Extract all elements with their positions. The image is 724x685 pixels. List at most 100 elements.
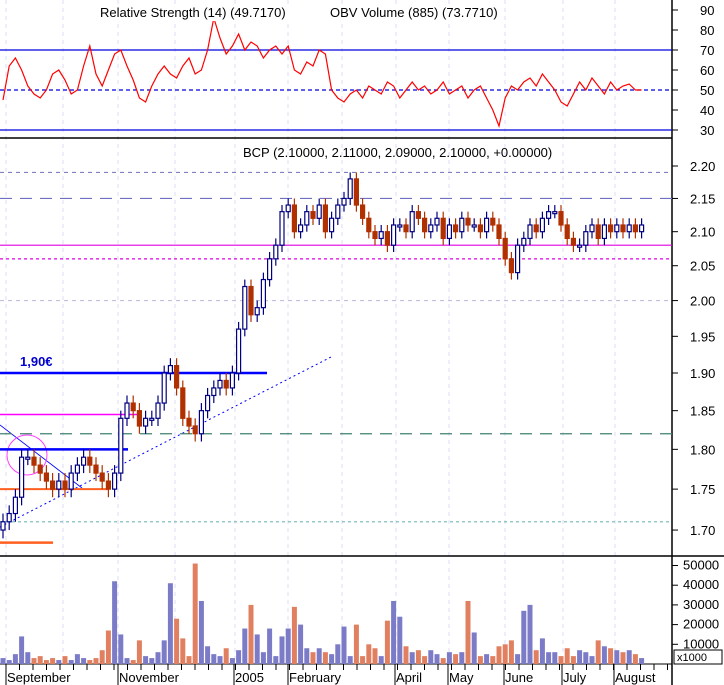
- price-bar-down: [360, 204, 366, 219]
- volume-bar: [422, 656, 428, 664]
- volume-bar: [595, 640, 601, 664]
- volume-bar: [229, 658, 235, 664]
- rsi-tick-label: 80: [700, 23, 714, 38]
- volume-unit-label: x1000: [677, 652, 707, 664]
- highlight-circle: [6, 434, 48, 476]
- volume-bar: [626, 650, 632, 664]
- price-bar-up: [167, 364, 173, 374]
- volume-bar: [484, 654, 490, 664]
- price-bar-up: [149, 417, 155, 421]
- price-bar-up: [378, 231, 384, 240]
- volume-bar: [353, 624, 359, 664]
- price-title: BCP (2.10000, 2.11000, 2.09000, 2.10000,…: [243, 145, 552, 160]
- volume-bar: [316, 648, 322, 664]
- price-bar-down: [632, 224, 639, 233]
- volume-bar: [552, 652, 558, 664]
- volume-bar: [533, 650, 539, 664]
- price-panel: 1.70 1.75 1.80 1.85 1.90 1.95 2.00 2.05 2.10 2.15…: [0, 145, 715, 544]
- price-bar-up: [409, 211, 415, 233]
- volume-bar: [25, 652, 31, 664]
- price-tick-label: 1.90: [690, 366, 715, 381]
- price-bar-down: [223, 379, 229, 389]
- volume-bar: [577, 650, 583, 664]
- volume-bar: [378, 656, 384, 664]
- volume-bar: [124, 658, 130, 664]
- price-tick-label: 2.10: [690, 225, 715, 240]
- price-tick-label: 1.75: [690, 482, 715, 497]
- price-bar-down: [37, 464, 43, 474]
- volume-bar: [465, 600, 471, 664]
- price-bar-down: [422, 217, 428, 233]
- volume-bar: [205, 646, 211, 664]
- volume-bar: [37, 656, 43, 664]
- volume-bar: [620, 652, 626, 664]
- volume-bar: [118, 634, 124, 664]
- volume-indicator-title: OBV Volume (885) (73.7710): [330, 5, 498, 20]
- volume-bar: [217, 656, 223, 664]
- volume-bar: [508, 640, 514, 664]
- volume-panel: 10000 20000 30000 40000 50000 x1000: [0, 558, 723, 665]
- price-bar-down: [415, 211, 421, 219]
- price-bar-up: [576, 244, 583, 248]
- volume-bar: [477, 656, 483, 664]
- price-bar-up: [19, 456, 25, 498]
- price-tick-label: 2.05: [690, 259, 715, 274]
- volume-bar: [434, 654, 440, 664]
- price-bar-up: [527, 224, 533, 240]
- price-bar-down: [99, 472, 105, 482]
- price-bar-up: [25, 456, 31, 460]
- volume-bar: [192, 563, 198, 664]
- volume-bar: [539, 638, 545, 664]
- price-bar-up: [279, 211, 285, 246]
- price-bar-up: [545, 211, 552, 219]
- price-bar-down: [49, 480, 56, 490]
- volume-bar: [19, 636, 25, 664]
- volume-bar: [291, 606, 297, 664]
- price-bar-down: [105, 480, 112, 490]
- month-label: June: [505, 670, 533, 685]
- price-bar-down: [502, 237, 508, 260]
- volume-bar: [304, 648, 310, 664]
- price-bar-up: [347, 178, 353, 200]
- volume-tick-label: 30000: [683, 597, 719, 612]
- price-tick-label: 1.80: [690, 442, 715, 457]
- price-bar-down: [564, 224, 570, 240]
- volume-bar: [366, 644, 372, 664]
- price-bar-up: [6, 512, 12, 523]
- volume-bar: [81, 658, 87, 664]
- volume-bar: [279, 636, 285, 664]
- price-bar-up: [434, 217, 440, 226]
- rsi-tick-label: 50: [700, 83, 714, 98]
- volume-bar: [558, 656, 564, 664]
- date-axis: September November 2005 February April May Jun…: [5, 664, 668, 685]
- price-tick-label: 1.95: [690, 329, 715, 344]
- price-bar-up: [267, 258, 273, 281]
- price-tick-label: 1.70: [690, 523, 715, 538]
- price-bar-down: [248, 285, 254, 316]
- volume-bar: [242, 628, 248, 664]
- volume-bar: [248, 604, 254, 664]
- volume-bar: [174, 618, 180, 664]
- volume-bar: [322, 652, 328, 664]
- volume-bar: [161, 640, 167, 664]
- rsi-tick-label: 40: [700, 103, 714, 118]
- month-label: July: [563, 670, 587, 685]
- volume-bar: [341, 626, 347, 664]
- volume-bar: [167, 583, 173, 664]
- volume-bar: [428, 650, 434, 664]
- price-bar-up: [484, 217, 490, 233]
- volume-bar: [136, 640, 142, 664]
- price-bar-up: [12, 496, 18, 515]
- price-annotation-label: 1,90€: [20, 354, 53, 369]
- price-bar-up: [260, 278, 266, 309]
- price-bar-up: [614, 224, 620, 233]
- volume-bar: [564, 648, 570, 664]
- volume-bar: [93, 658, 99, 664]
- price-bar-down: [366, 217, 372, 233]
- price-bar-up: [316, 204, 322, 219]
- price-bar-down: [87, 456, 93, 466]
- price-bar-up: [329, 217, 335, 233]
- volume-bar: [490, 656, 496, 664]
- price-bar-up: [236, 328, 242, 374]
